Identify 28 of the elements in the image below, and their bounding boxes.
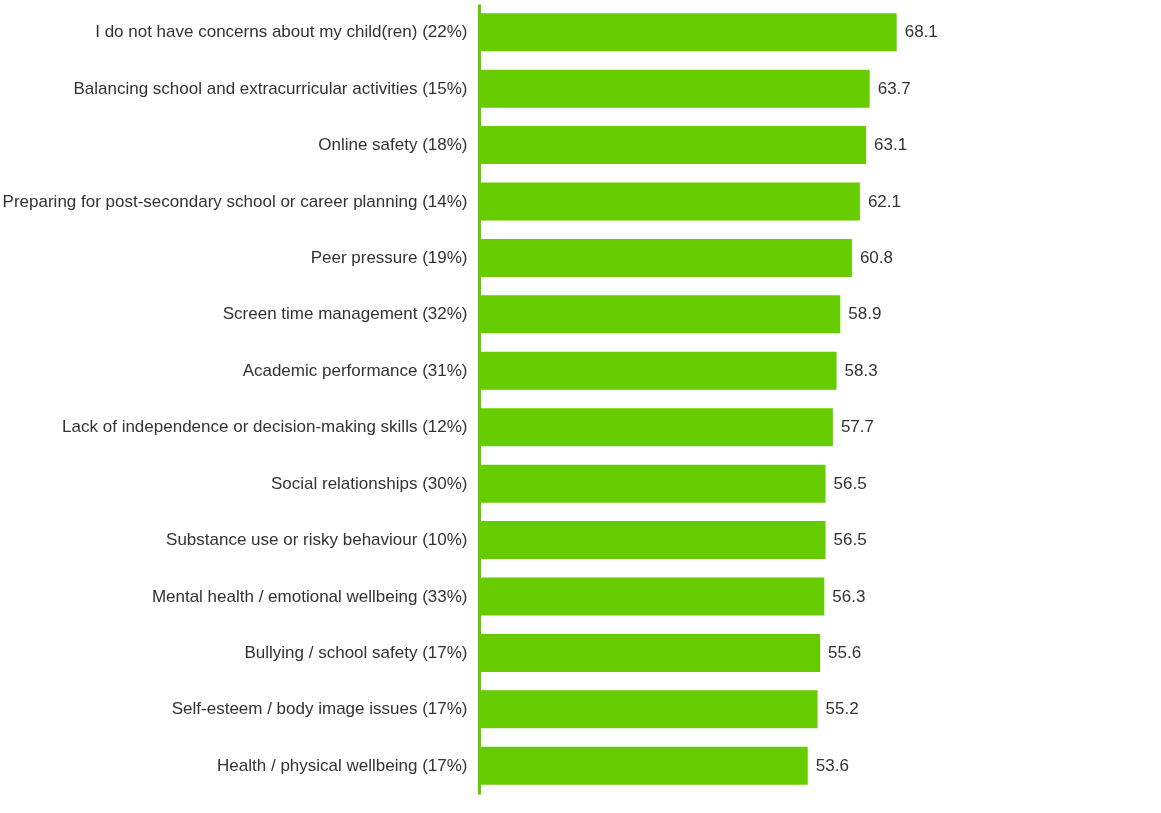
y-tick-label: Mental health / emotional wellbeing (33%) — [151, 586, 468, 606]
data-label: 53.6 — [815, 755, 849, 775]
data-label: 63.1 — [874, 135, 908, 155]
data-label: 58.3 — [844, 360, 878, 380]
y-tick-label: Preparing for post-secondary school or career planning (14%) — [2, 191, 468, 211]
data-label: 55.6 — [828, 642, 862, 662]
y-tick-label: I do not have concerns about my child(ren) (22%) — [95, 22, 468, 42]
y-tick-label: Self-esteem / body image issues (17%) — [171, 699, 468, 719]
y-tick-label: Substance use or risky behaviour (10%) — [166, 530, 468, 550]
y-tick-label: Peer pressure (19%) — [310, 247, 468, 267]
data-label: 56.5 — [833, 473, 867, 493]
y-tick-label: Screen time management (32%) — [222, 304, 468, 324]
data-label: 63.7 — [877, 78, 911, 98]
y-tick-label: Bullying / school safety (17%) — [244, 642, 468, 662]
y-tick-label: Academic performance (31%) — [242, 360, 468, 380]
y-tick-label: Lack of independence or decision-making skills (12%) — [62, 417, 468, 437]
data-label: 57.7 — [840, 417, 874, 437]
y-tick-label: Balancing school and extracurricular activities (15%) — [73, 78, 468, 98]
data-label: 55.2 — [825, 699, 859, 719]
y-tick-label: Social relationships (30%) — [270, 473, 468, 493]
data-label: 58.9 — [848, 304, 882, 324]
data-label: 68.1 — [904, 22, 938, 42]
data-label: 56.3 — [832, 586, 866, 606]
data-label: 60.8 — [859, 247, 893, 267]
y-tick-label: Health / physical wellbeing (17%) — [217, 755, 468, 775]
data-label: 56.5 — [833, 530, 867, 550]
y-tick-label: Online safety (18%) — [318, 135, 468, 155]
data-label: 62.1 — [867, 191, 901, 211]
